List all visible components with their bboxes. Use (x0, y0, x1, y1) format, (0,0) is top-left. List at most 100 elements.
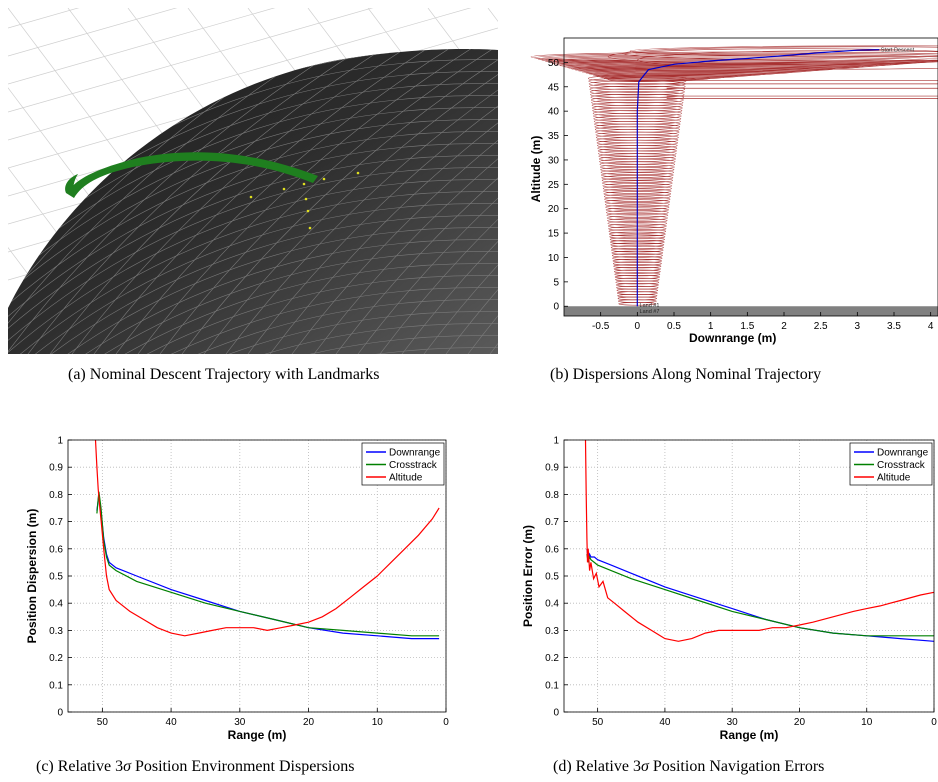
descent-trajectory (65, 152, 318, 198)
environment-dispersions-chart: 50 40 30 20 10 0 0 0.1 0.2 0.3 0.4 0.5 0.6 0.7 0.8 0.9 1… (25, 436, 449, 743)
series-line-altitude (584, 439, 935, 642)
y-tick-label: 45 (548, 82, 560, 93)
x-tick-label: 0 (635, 321, 641, 332)
x-tick-label: 10 (861, 717, 873, 728)
dispersion-ellipse-wide (629, 45, 938, 57)
dispersion-ellipse (589, 88, 685, 96)
x-tick-label: 4 (928, 321, 934, 332)
x-tick-label: 20 (303, 717, 315, 728)
x-tick-label: 30 (234, 717, 246, 728)
y-axis-label: Position Dispersion (m) (25, 509, 39, 644)
y-tick-label: 0.1 (545, 680, 559, 691)
caption-a: (a) Nominal Descent Trajectory with Land… (68, 366, 380, 383)
x-tick-label: 1.5 (740, 321, 754, 332)
legend-label: Crosstrack (389, 460, 438, 471)
y-tick-label: 0.2 (545, 653, 559, 664)
y-tick-label: 0.4 (49, 599, 63, 610)
x-tick-label: -0.5 (592, 321, 610, 332)
annotation-start-descent: Start Descent (881, 48, 915, 54)
legend-label: Altitude (389, 473, 423, 484)
y-tick-label: 35 (548, 131, 560, 142)
legend-label: Downrange (877, 448, 929, 459)
y-tick-label: 0.6 (49, 544, 63, 555)
x-tick-label: 3 (855, 321, 861, 332)
landmark-dot (322, 177, 326, 181)
y-tick-label: 0.8 (545, 490, 559, 501)
panel-d-chart: 50 40 30 20 10 0 0 0.1 0.2 0.3 0.4 0.5 0.6 0.7 0.8 0.9 1… (500, 430, 938, 743)
caption-d-prefix: (d) Relative 3 (553, 758, 641, 775)
y-tick-label: 0.7 (49, 517, 63, 528)
annotation-land-1: Land #1 (640, 303, 660, 309)
landmark-dot (308, 226, 312, 230)
y-tick-label: 0 (553, 708, 559, 719)
y-tick-label: 20 (548, 204, 560, 215)
y-tick-label: 25 (548, 180, 560, 191)
caption-c-sigma: σ (123, 758, 131, 775)
dispersion-ellipses (530, 45, 938, 306)
y-tick-label: 1 (57, 436, 63, 447)
x-tick-label: 20 (794, 717, 806, 728)
y-tick-label: 15 (548, 229, 560, 240)
y-tick-label: 0.6 (545, 544, 559, 555)
x-axis-label: Downrange (m) (689, 331, 776, 345)
y-tick-label: 1 (553, 436, 559, 447)
x-tick-label: 40 (166, 717, 178, 728)
caption-d-suffix: Position Navigation Errors (648, 758, 825, 775)
y-tick-label: 0.1 (49, 680, 63, 691)
landmark-dot (302, 182, 306, 186)
x-tick-label: 1 (708, 321, 714, 332)
dispersion-ellipse-wide (607, 48, 938, 65)
x-tick-label: 0.5 (667, 321, 681, 332)
panel-a-scene (0, 0, 938, 393)
x-tick-label: 30 (727, 717, 739, 728)
y-tick-label: 0.9 (545, 463, 559, 474)
legend-label: Altitude (877, 473, 911, 484)
x-tick-label: 40 (659, 717, 671, 728)
y-tick-label: 10 (548, 253, 560, 264)
ground-surface (564, 306, 938, 316)
panel-c-chart: 50 40 30 20 10 0 0 0.1 0.2 0.3 0.4 0.5 0.6 0.7 0.8 0.9 1… (20, 430, 460, 743)
dispersion-ellipse-wide (622, 46, 938, 61)
y-tick-label: 0 (553, 302, 559, 313)
landmarks (249, 171, 360, 230)
y-tick-label: 0.2 (49, 653, 63, 664)
landmark-dot (356, 171, 360, 175)
planet-sphere (8, 49, 498, 355)
x-axis-label: Range (m) (720, 728, 779, 742)
navigation-errors-chart: 50 40 30 20 10 0 0 0.1 0.2 0.3 0.4 0.5 0.6 0.7 0.8 0.9 1… (521, 436, 937, 743)
caption-d: (d) Relative 3σ Position Navigation Erro… (553, 758, 824, 776)
caption-c-suffix: Position Environment Dispersions (130, 758, 355, 775)
x-tick-label: 10 (372, 717, 384, 728)
dispersion-ellipse (589, 85, 686, 93)
x-tick-label: 0 (443, 717, 449, 728)
y-axis-label: Altitude (m) (529, 136, 543, 203)
series-line-altitude (94, 439, 440, 637)
y-tick-label: 0.7 (545, 517, 559, 528)
dispersion-ellipse (590, 91, 685, 98)
y-axis-label: Position Error (m) (521, 525, 535, 627)
y-tick-label: 0.5 (49, 572, 63, 583)
caption-c-prefix: (c) Relative 3 (36, 758, 124, 775)
dispersion-ellipse-top (530, 51, 938, 63)
y-tick-label: 0.3 (545, 626, 559, 637)
landmark-dot (249, 195, 253, 199)
caption-b: (b) Dispersions Along Nominal Trajectory (550, 366, 822, 383)
landmark-dot (282, 187, 286, 191)
x-tick-label: 0 (931, 717, 937, 728)
y-tick-label: 5 (553, 277, 559, 288)
y-tick-label: 40 (548, 107, 560, 118)
nominal-trajectory-line (636, 49, 880, 307)
y-tick-label: 0.5 (545, 572, 559, 583)
x-tick-label: 3.5 (887, 321, 901, 332)
caption-d-sigma: σ (640, 758, 649, 775)
landmark-dot (304, 197, 308, 201)
y-tick-label: 0.9 (49, 463, 63, 474)
caption-c: (c) Relative 3σ Position Environment Dis… (36, 758, 355, 776)
x-tick-label: 2 (781, 321, 787, 332)
annotation-land-7: Land #7 (640, 309, 660, 315)
plot-frame (563, 37, 938, 317)
dispersion-ellipse (589, 83, 686, 90)
